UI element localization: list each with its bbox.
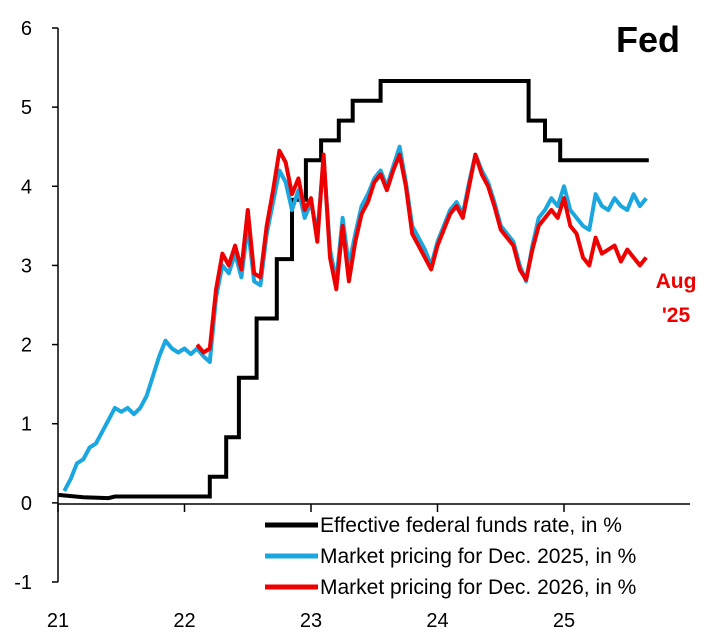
y-tick-label: 4 [21, 176, 32, 198]
series-line-2 [62, 144, 648, 492]
x-tick-label: 25 [553, 610, 575, 632]
x-tick-label: 24 [426, 610, 448, 632]
x-tick-label: 22 [173, 610, 195, 632]
series-line-1 [57, 79, 649, 501]
legend: Effective federal funds rate, in % Market… [265, 514, 636, 599]
series-line-3 [195, 148, 648, 355]
axes-layer [57, 28, 690, 582]
x-tick-label: 21 [47, 610, 69, 632]
y-tick-label: 5 [21, 97, 32, 119]
legend-label: Effective federal funds rate, in % [320, 514, 622, 537]
annotation: Aug '25 [656, 270, 697, 327]
chart-title: Fed [616, 19, 680, 60]
legend-label: Market pricing for Dec. 2025, in % [320, 545, 636, 568]
y-tick-label: 6 [21, 18, 32, 40]
y-tick-label: 3 [21, 255, 32, 277]
annotation-text: '25 [662, 304, 691, 327]
y-tick-label: 2 [21, 335, 32, 357]
legend-label: Market pricing for Dec. 2026, in % [320, 576, 636, 599]
x-tick-label: 23 [300, 610, 322, 632]
y-tick-label: 0 [21, 493, 32, 515]
y-tick-label: 1 [21, 414, 32, 436]
series-layer [57, 79, 649, 501]
annotation-text: Aug [656, 270, 697, 293]
y-tick-label: -1 [14, 572, 32, 594]
